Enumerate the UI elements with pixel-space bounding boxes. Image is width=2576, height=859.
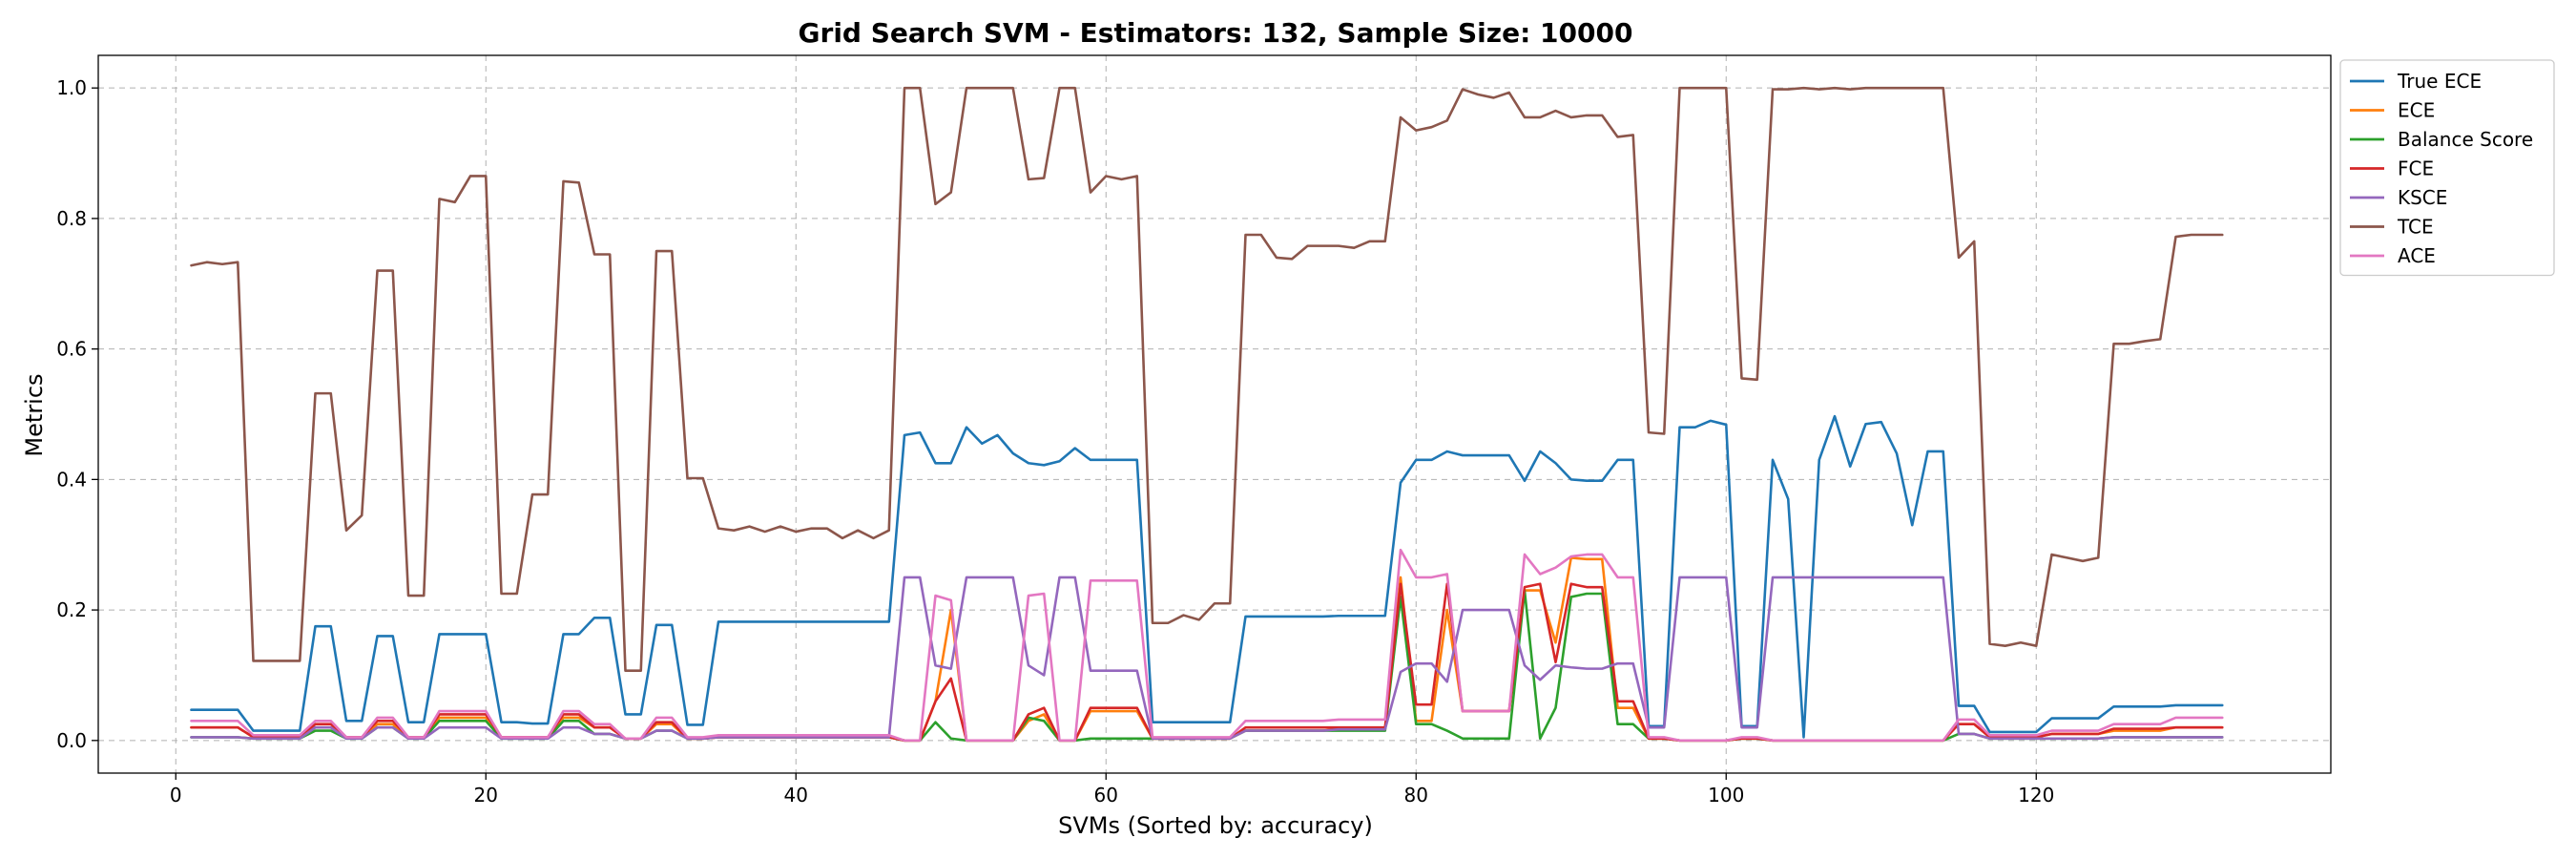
y-tick-label-3: 0.6 [56, 338, 87, 361]
series-lines [190, 86, 2224, 743]
y-tick-label-1: 0.2 [56, 598, 87, 621]
x-tick-label-6: 120 [2018, 784, 2054, 807]
legend-label-balance-score: Balance Score [2398, 128, 2533, 151]
x-tick-label-1: 20 [474, 784, 498, 807]
chart-title: Grid Search SVM - Estimators: 132, Sampl… [799, 17, 1633, 49]
x-axis-title: SVMs (Sorted by: accuracy) [1058, 812, 1373, 839]
legend-label-ksce: KSCE [2398, 186, 2447, 209]
x-tick-label-5: 100 [1708, 784, 1744, 807]
y-axis-title: Metrics [21, 373, 48, 456]
legend-label-fce: FCE [2398, 157, 2434, 180]
y-axis: 0.0 0.2 0.4 0.6 0.8 1.0 [56, 76, 98, 752]
legend-label-true-ece: True ECE [2397, 70, 2482, 93]
series-line-ace [190, 548, 2224, 743]
x-tick-label-0: 0 [170, 784, 182, 807]
x-tick-label-3: 60 [1094, 784, 1118, 807]
y-tick-label-5: 1.0 [56, 76, 87, 99]
plot-frame [97, 54, 2332, 774]
legend-label-ace: ACE [2398, 244, 2436, 267]
y-tick-label-2: 0.4 [56, 468, 87, 491]
y-tick-label-0: 0.0 [56, 729, 87, 752]
x-axis: 0 20 40 60 80 100 120 [170, 773, 2054, 807]
x-tick-label-2: 40 [784, 784, 808, 807]
legend-label-tce: TCE [2397, 216, 2434, 239]
series-line-tce [190, 86, 2224, 672]
series-line-true-ece [190, 414, 2224, 739]
legend-label-ece: ECE [2398, 99, 2435, 122]
legend: True ECE ECE Balance Score FCE KSCE TCE ACE [2339, 59, 2555, 277]
x-tick-label-4: 80 [1404, 784, 1428, 807]
series-line-ksce [190, 576, 2224, 741]
y-tick-label-4: 0.8 [56, 207, 87, 230]
legend-box [2339, 59, 2555, 277]
